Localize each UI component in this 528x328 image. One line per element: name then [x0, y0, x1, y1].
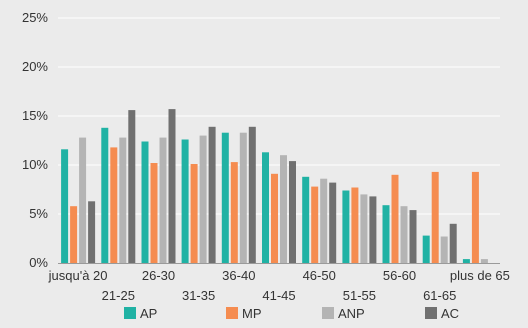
x-tick-label: 31-35 — [182, 288, 215, 303]
y-tick-label: 10% — [22, 157, 48, 172]
x-tick-label: plus de 65 — [450, 268, 510, 283]
x-tick-label: 61-65 — [423, 288, 456, 303]
bars — [61, 109, 488, 263]
bar-anp — [440, 236, 448, 263]
bar-anp — [400, 206, 408, 263]
x-tick-label: 36-40 — [222, 268, 255, 283]
bar-anp — [280, 155, 287, 263]
y-tick-label: 5% — [29, 206, 48, 221]
bar-ap — [342, 190, 350, 263]
bar-anp — [199, 135, 207, 263]
bar-anp — [480, 259, 488, 263]
bar-ap — [181, 139, 189, 263]
bar-ap — [382, 205, 390, 263]
bar-ap — [422, 235, 430, 263]
bar-ac — [88, 201, 96, 263]
legend-swatch-ac — [425, 307, 437, 319]
bar-ac — [289, 161, 296, 263]
x-tick-label: 41-45 — [262, 288, 295, 303]
bar-mp — [230, 162, 238, 263]
legend-swatch-ap — [124, 307, 136, 319]
bar-ap — [221, 132, 229, 263]
bar-ap — [101, 127, 109, 263]
bar-ac — [208, 126, 216, 263]
bar-mp — [311, 186, 319, 263]
bar-mp — [351, 187, 359, 263]
bar-mp — [70, 206, 78, 263]
legend-swatch-mp — [226, 307, 238, 319]
y-tick-label: 25% — [22, 10, 48, 25]
legend: AP MP ANP AC — [124, 306, 459, 321]
bar-ap — [141, 141, 149, 263]
bar-ac — [248, 126, 256, 263]
x-tick-label: 51-55 — [343, 288, 376, 303]
bar-mp — [110, 147, 118, 263]
bar-mp — [431, 171, 439, 263]
x-tick-label: 56-60 — [383, 268, 416, 283]
y-tick-label: 15% — [22, 108, 48, 123]
bar-mp — [271, 173, 278, 263]
bar-anp — [360, 194, 368, 263]
bar-anp — [159, 137, 167, 263]
bar-ac — [329, 182, 337, 263]
bar-mp — [471, 171, 479, 263]
y-tick-label: 0% — [29, 255, 48, 270]
legend-swatch-anp — [322, 307, 334, 319]
x-tick-label: 26-30 — [142, 268, 175, 283]
legend-label-anp: ANP — [338, 306, 365, 321]
legend-label-ap: AP — [140, 306, 157, 321]
bar-ap — [262, 152, 269, 263]
bar-ac — [128, 110, 136, 263]
bar-mp — [150, 163, 158, 263]
x-tick-label: 21-25 — [102, 288, 135, 303]
bar-ac — [168, 109, 176, 263]
bar-ac — [449, 223, 457, 263]
legend-label-ac: AC — [441, 306, 459, 321]
y-tick-label: 20% — [22, 59, 48, 74]
bar-mp — [190, 164, 198, 263]
y-axis-ticks: 0% 5% 10% 15% 20% 25% — [22, 10, 48, 270]
x-tick-label: 46-50 — [303, 268, 336, 283]
bar-anp — [119, 137, 127, 263]
bar-ap — [302, 176, 310, 263]
x-tick-label: jusqu'à 20 — [48, 268, 108, 283]
bar-anp — [320, 178, 328, 263]
bar-ac — [409, 210, 417, 263]
bar-anp — [239, 132, 247, 263]
bar-mp — [391, 174, 399, 263]
x-axis-ticks: jusqu'à 20 21-25 26-30 31-35 36-40 41-45 46-50… — [48, 268, 510, 303]
bar-ac — [369, 196, 377, 263]
bar-ap — [61, 149, 69, 263]
bar-anp — [79, 137, 87, 263]
legend-label-mp: MP — [242, 306, 262, 321]
bar-ap — [462, 259, 470, 263]
